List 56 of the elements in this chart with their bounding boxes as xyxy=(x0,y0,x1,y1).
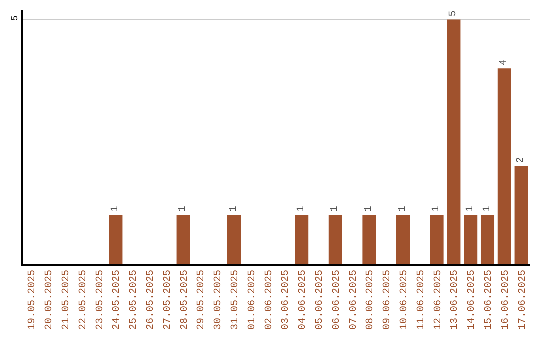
bar xyxy=(498,68,512,264)
data-label: 1 xyxy=(364,206,375,212)
bar xyxy=(464,215,478,264)
x-tick-label: 07.06.2025 xyxy=(348,270,360,330)
data-label: 2 xyxy=(516,157,528,164)
data-label: 1 xyxy=(398,206,409,212)
data-label: 1 xyxy=(432,206,443,212)
x-tick-label: 31.05.2025 xyxy=(230,270,242,330)
data-label: 4 xyxy=(499,60,510,66)
data-label: 1 xyxy=(110,206,122,212)
bar xyxy=(396,215,410,264)
bar xyxy=(480,215,495,264)
x-tick-label: 21.05.2025 xyxy=(62,270,72,330)
bar xyxy=(514,166,528,264)
x-tick-label: 23.05.2025 xyxy=(95,270,106,330)
x-tick-label: 01.06.2025 xyxy=(247,270,258,330)
bar xyxy=(430,215,444,264)
data-label: 5 xyxy=(448,10,460,17)
x-tick-label: 16.06.2025 xyxy=(500,270,512,330)
x-tick-label: 27.05.2025 xyxy=(162,270,174,330)
x-tick-label: 26.05.2025 xyxy=(146,270,157,330)
x-tick-label: 22.05.2025 xyxy=(78,270,90,330)
data-label: 1 xyxy=(228,206,240,212)
x-tick-label: 30.05.2025 xyxy=(214,270,225,330)
x-tick-label: 13.06.2025 xyxy=(450,270,462,330)
data-label: 1 xyxy=(482,206,494,212)
data-label: 1 xyxy=(178,206,190,212)
x-tick-label: 25.05.2025 xyxy=(129,270,140,330)
x-tick-label: 14.06.2025 xyxy=(467,270,478,330)
x-tick-label: 24.05.2025 xyxy=(112,270,124,330)
x-tick-label: 05.06.2025 xyxy=(315,270,326,330)
x-tick-label: 03.06.2025 xyxy=(281,270,292,330)
x-tick-label: 28.05.2025 xyxy=(180,270,191,330)
bar xyxy=(176,215,190,264)
bar xyxy=(295,215,309,264)
x-tick-label: 08.06.2025 xyxy=(366,270,377,330)
bar xyxy=(109,215,123,264)
bar xyxy=(362,215,376,264)
x-tick-label: 02.06.2025 xyxy=(264,270,276,330)
x-tick-label: 19.05.2025 xyxy=(28,270,39,330)
x-tick-label: 10.06.2025 xyxy=(400,270,410,330)
x-tick-label: 09.06.2025 xyxy=(382,270,394,330)
x-tick-label: 15.06.2025 xyxy=(484,270,495,330)
bar xyxy=(227,215,242,264)
data-label: 1 xyxy=(330,206,342,212)
x-tick-label: 11.06.2025 xyxy=(416,270,428,330)
x-tick-label: 04.06.2025 xyxy=(298,270,310,330)
x-tick-label: 20.05.2025 xyxy=(44,270,56,330)
bar xyxy=(328,215,342,264)
x-tick-label: 06.06.2025 xyxy=(332,270,343,330)
data-label: 1 xyxy=(465,206,476,212)
x-tick-label: 29.05.2025 xyxy=(196,270,208,330)
x-tick-label: 12.06.2025 xyxy=(433,270,444,330)
bar xyxy=(447,20,461,264)
x-tick-label: 17.06.2025 xyxy=(518,270,529,330)
data-label: 1 xyxy=(296,206,308,212)
